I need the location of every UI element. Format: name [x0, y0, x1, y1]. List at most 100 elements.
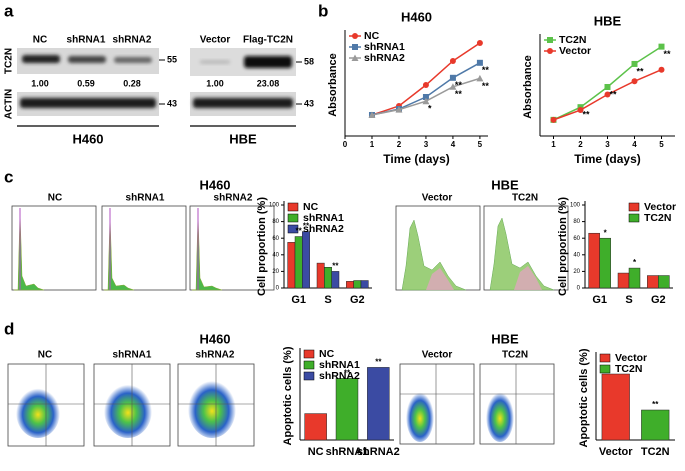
annotation: **	[610, 89, 618, 99]
chart-title: H460	[401, 9, 432, 24]
x-tick-label: 3	[424, 140, 429, 149]
band	[22, 55, 60, 63]
ratio: 0.28	[123, 78, 141, 88]
histogram-frame	[189, 205, 275, 291]
x-tick-label: 4	[451, 140, 456, 149]
annotation: **	[375, 358, 382, 367]
y-axis-label: Absorbance	[522, 55, 534, 119]
bar	[335, 378, 359, 441]
plot-label: TC2N	[502, 350, 528, 361]
x-tick-label: 4	[632, 140, 637, 149]
legend-label: Vector	[559, 45, 591, 57]
legend-swatch	[303, 371, 315, 381]
y-tick-label: 0	[577, 286, 581, 292]
bar	[302, 231, 310, 289]
plot-label: shRNA2	[196, 350, 235, 361]
x-tick-label: 5	[659, 140, 664, 149]
lane-label: NC	[33, 35, 47, 46]
point	[422, 97, 430, 105]
section-title: HBE	[491, 177, 519, 192]
point	[577, 107, 584, 114]
ratio: 23.08	[257, 78, 280, 88]
apop-hbe: HBE Vector TC2N	[399, 331, 555, 445]
annotation: **	[637, 66, 645, 76]
bar	[641, 409, 670, 441]
legend-label: shRNA2	[303, 223, 344, 235]
x-tick-label: 1	[551, 140, 556, 149]
bar	[617, 272, 630, 289]
legend-swatch	[599, 353, 611, 363]
histogram	[489, 217, 555, 291]
annotation: **	[344, 369, 351, 378]
point	[550, 116, 557, 123]
annotation: *	[604, 228, 608, 237]
band	[200, 60, 230, 64]
point	[631, 60, 638, 67]
point	[604, 84, 611, 90]
legend-marker	[351, 54, 359, 61]
legend-swatch	[303, 360, 315, 370]
legend-swatch	[287, 224, 299, 234]
plot-label: TC2N	[512, 193, 538, 204]
legend-swatch	[628, 202, 640, 212]
bar	[367, 367, 390, 441]
y-axis-label: Cell proportion (%)	[256, 197, 268, 296]
y-tick-label: 20	[272, 269, 279, 275]
y-axis-label: Absorbance	[327, 53, 339, 117]
legend-swatch	[287, 202, 299, 212]
y-tick-label: 100	[269, 203, 280, 209]
x-tick-label: 3	[605, 140, 610, 149]
histogram	[104, 213, 135, 291]
x-tick-label: TC2N	[641, 446, 670, 458]
lane-label: Flag-TC2N	[243, 35, 293, 46]
bar	[346, 281, 354, 289]
legend-label: NC	[319, 348, 335, 360]
cycle-h460: H460 NC shRNA1 shRNA2	[11, 177, 275, 291]
x-tick-label: S	[324, 294, 331, 306]
y-axis-label: Apoptotic cells (%)	[578, 348, 590, 447]
ratio: 0.59	[77, 78, 95, 88]
blot-hbe: Vector Flag-TC2N 58 43 1.00 23.08 HBE	[190, 35, 314, 146]
bar	[294, 236, 303, 289]
section-title: H460	[199, 331, 230, 346]
x-tick-label: 5	[478, 140, 483, 149]
x-tick-label: S	[625, 294, 632, 306]
y-tick-label: 0	[276, 286, 280, 292]
band	[20, 98, 156, 108]
annotation: **	[583, 110, 591, 120]
row-label: ACTIN	[4, 89, 15, 120]
y-tick-label: 60	[272, 236, 279, 242]
x-tick-label: 0	[343, 140, 348, 149]
annotation: **	[332, 262, 339, 271]
point	[631, 78, 638, 85]
annotation: *	[428, 104, 432, 114]
legend-marker	[547, 48, 553, 54]
ratio: 1.00	[206, 78, 224, 88]
band	[68, 56, 106, 63]
point	[658, 66, 665, 73]
plot-label: shRNA1	[126, 193, 165, 204]
panel-label: b	[318, 1, 328, 20]
histogram-frame	[101, 205, 187, 291]
bar	[316, 262, 325, 289]
annotation: **	[652, 400, 659, 409]
bar	[599, 237, 611, 289]
point	[368, 111, 376, 118]
legend-label: TC2N	[644, 212, 671, 224]
annotation: *	[633, 258, 637, 267]
bar	[647, 275, 659, 289]
histogram	[426, 268, 454, 290]
plot-label: Vector	[422, 193, 453, 204]
y-tick-label: 40	[573, 252, 580, 258]
bar	[353, 280, 362, 289]
band	[244, 56, 292, 68]
x-axis-label: Time (days)	[574, 152, 640, 166]
legend-swatch	[628, 213, 640, 223]
y-tick-label: 60	[573, 236, 580, 242]
y-tick-label: 100	[570, 203, 581, 209]
legend-swatch	[599, 364, 611, 374]
lane-label: shRNA1	[67, 35, 106, 46]
x-tick-label: G1	[291, 294, 306, 306]
line	[553, 46, 662, 121]
